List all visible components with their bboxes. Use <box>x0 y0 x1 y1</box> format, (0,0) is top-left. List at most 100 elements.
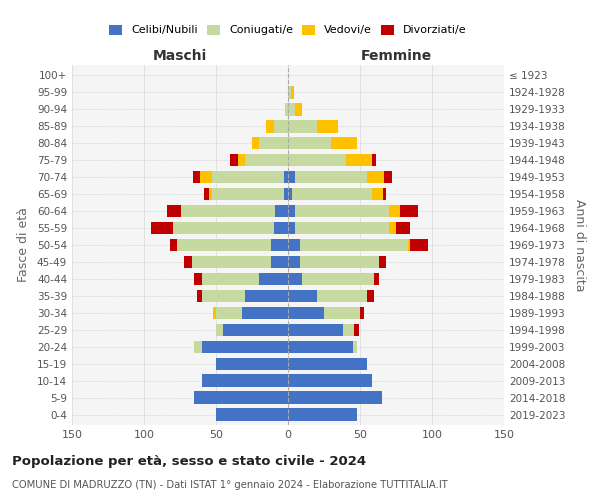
Bar <box>288 392 382 404</box>
Bar <box>299 256 379 268</box>
Bar <box>202 290 245 302</box>
Bar <box>212 188 284 200</box>
Bar <box>167 204 181 218</box>
Bar <box>343 324 354 336</box>
Bar <box>170 238 177 252</box>
Bar <box>288 222 295 234</box>
Bar <box>274 222 288 234</box>
Legend: Celibi/Nubili, Coniugati/e, Vedovi/e, Divorziati/e: Celibi/Nubili, Coniugati/e, Vedovi/e, Di… <box>105 20 471 40</box>
Bar <box>371 188 383 200</box>
Text: Popolazione per età, sesso e stato civile - 2024: Popolazione per età, sesso e stato civil… <box>12 455 366 468</box>
Bar <box>242 306 288 320</box>
Bar <box>288 408 357 421</box>
Bar <box>252 136 259 149</box>
Bar <box>209 188 212 200</box>
Bar <box>288 256 299 268</box>
Bar <box>288 120 317 132</box>
Bar <box>295 204 389 218</box>
Bar <box>200 170 212 183</box>
Bar <box>274 120 288 132</box>
Bar <box>288 188 292 200</box>
Bar <box>367 290 374 302</box>
Bar <box>295 170 367 183</box>
Bar <box>213 306 216 320</box>
Bar <box>194 392 288 404</box>
Bar <box>212 170 284 183</box>
Bar <box>230 154 238 166</box>
Bar <box>295 103 302 116</box>
Bar <box>259 272 288 285</box>
Bar <box>288 170 295 183</box>
Bar <box>288 324 343 336</box>
Bar <box>288 204 295 218</box>
Bar <box>396 222 410 234</box>
Text: Femmine: Femmine <box>361 50 431 64</box>
Bar <box>292 188 371 200</box>
Bar <box>177 238 271 252</box>
Bar <box>346 154 371 166</box>
Bar <box>295 222 389 234</box>
Bar <box>389 204 400 218</box>
Bar <box>331 136 357 149</box>
Bar <box>324 306 360 320</box>
Bar <box>184 256 191 268</box>
Text: COMUNE DI MADRUZZO (TN) - Dati ISTAT 1° gennaio 2024 - Elaborazione TUTTITALIA.I: COMUNE DI MADRUZZO (TN) - Dati ISTAT 1° … <box>12 480 448 490</box>
Bar <box>223 324 288 336</box>
Text: Maschi: Maschi <box>153 50 207 64</box>
Bar <box>354 324 359 336</box>
Bar <box>245 154 288 166</box>
Bar <box>317 290 367 302</box>
Bar <box>238 154 245 166</box>
Bar <box>197 290 202 302</box>
Bar <box>317 120 338 132</box>
Bar <box>216 324 223 336</box>
Bar <box>385 170 392 183</box>
Bar <box>288 136 331 149</box>
Bar <box>271 238 288 252</box>
Bar <box>302 272 374 285</box>
Bar <box>284 188 288 200</box>
Bar <box>353 340 357 353</box>
Bar <box>371 154 376 166</box>
Bar <box>288 154 346 166</box>
Bar <box>288 86 291 99</box>
Bar <box>367 170 385 183</box>
Bar <box>271 256 288 268</box>
Bar <box>202 374 288 387</box>
Bar <box>360 306 364 320</box>
Bar <box>288 103 295 116</box>
Bar <box>383 188 386 200</box>
Y-axis label: Fasce di età: Fasce di età <box>17 208 30 282</box>
Bar <box>205 188 209 200</box>
Y-axis label: Anni di nascita: Anni di nascita <box>574 198 586 291</box>
Bar <box>245 290 288 302</box>
Bar <box>266 120 274 132</box>
Bar <box>151 222 173 234</box>
Bar <box>216 408 288 421</box>
Bar <box>193 170 200 183</box>
Bar <box>379 256 386 268</box>
Bar <box>194 272 202 285</box>
Bar <box>400 204 418 218</box>
Bar <box>299 238 407 252</box>
Bar <box>288 238 299 252</box>
Bar <box>288 306 324 320</box>
Bar <box>389 222 396 234</box>
Bar <box>194 340 202 353</box>
Bar <box>173 222 274 234</box>
Bar <box>407 238 410 252</box>
Bar <box>216 306 242 320</box>
Bar <box>216 358 288 370</box>
Bar <box>202 272 259 285</box>
Bar <box>202 340 288 353</box>
Bar <box>259 136 288 149</box>
Bar <box>374 272 379 285</box>
Bar <box>284 170 288 183</box>
Bar <box>288 374 371 387</box>
Bar <box>288 272 302 285</box>
Bar <box>288 290 317 302</box>
Bar <box>285 103 288 116</box>
Bar <box>181 204 275 218</box>
Bar <box>288 340 353 353</box>
Bar <box>291 86 294 99</box>
